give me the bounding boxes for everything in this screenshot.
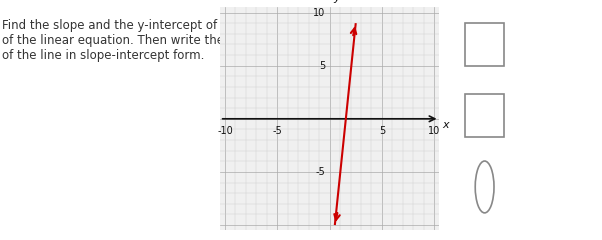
Text: Find the slope and the y-intercept of the graph
of the linear equation. Then wri: Find the slope and the y-intercept of th…	[2, 19, 280, 62]
Text: -5: -5	[315, 167, 326, 177]
Text: -10: -10	[217, 126, 233, 136]
Text: 10: 10	[313, 7, 326, 18]
Text: -5: -5	[272, 126, 282, 136]
Circle shape	[475, 161, 494, 213]
Text: 5: 5	[379, 126, 385, 136]
FancyBboxPatch shape	[465, 94, 504, 137]
FancyBboxPatch shape	[465, 23, 504, 66]
Text: x: x	[442, 120, 449, 130]
Text: 10: 10	[428, 126, 440, 136]
Text: 5: 5	[319, 61, 326, 71]
Text: y: y	[334, 0, 340, 3]
